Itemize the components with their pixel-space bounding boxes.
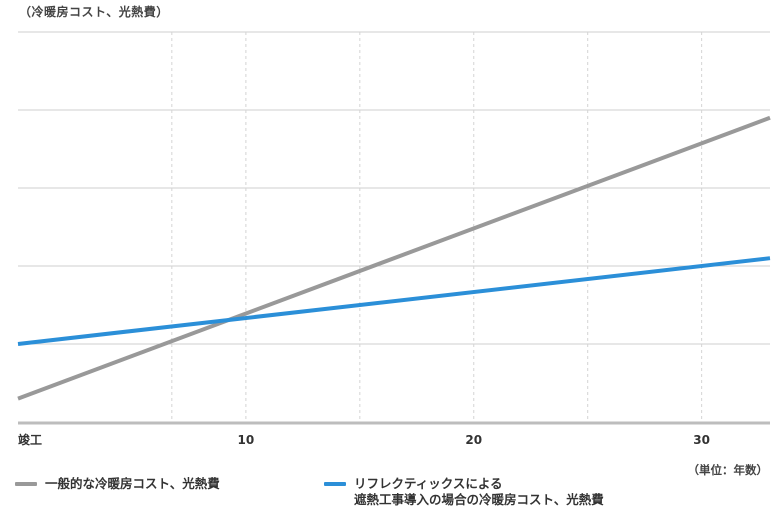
series-line-0 <box>17 115 771 401</box>
legend-swatch-reflectix <box>324 482 346 486</box>
legend-label-reflectix: リフレクティックスによる 遮熱工事導入の場合の冷暖房コスト、光熱費 <box>354 476 604 508</box>
x-tick-label-3: 30 <box>693 433 710 447</box>
legend-label-reflectix-line-1: リフレクティックスによる <box>354 476 503 491</box>
x-tick-label-2: 20 <box>465 433 482 447</box>
legend-swatch-standard <box>15 482 37 486</box>
x-axis-unit-label: （単位：年数） <box>687 463 769 477</box>
x-tick-label-1: 10 <box>238 433 255 447</box>
series-line-1 <box>17 256 771 346</box>
legend-label-reflectix-line-2: 遮熱工事導入の場合の冷暖房コスト、光熱費 <box>354 492 604 507</box>
legend-label-standard: 一般的な冷暖房コスト、光熱費 <box>45 476 220 491</box>
legend-item-standard: 一般的な冷暖房コスト、光熱費 <box>15 476 220 492</box>
y-axis-unit-label: （冷暖房コスト、光熱費） <box>19 5 169 19</box>
legend-item-reflectix: リフレクティックスによる 遮熱工事導入の場合の冷暖房コスト、光熱費 <box>324 476 604 508</box>
x-tick-label-0: 竣工 <box>18 432 42 447</box>
